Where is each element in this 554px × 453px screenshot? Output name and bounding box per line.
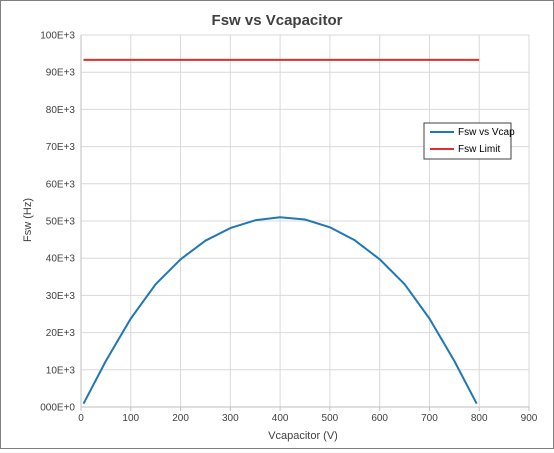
legend-box <box>423 122 512 160</box>
grid-lines <box>81 34 530 407</box>
y-tick-label: 100E+3 <box>40 31 75 42</box>
y-tick-label: 70E+3 <box>46 142 76 153</box>
x-tick-label: 900 <box>521 413 538 424</box>
x-axis-label: Vcapacitor (V) <box>268 430 338 442</box>
x-tick-label: 400 <box>272 413 289 424</box>
series-lines <box>82 58 480 405</box>
chart-title: Fsw vs Vcapacitor <box>212 12 343 29</box>
x-tick-label: 300 <box>222 413 239 424</box>
x-tick-label: 700 <box>421 413 438 424</box>
x-tick-label: 0 <box>78 413 84 424</box>
y-axis-label: Fsw (Hz) <box>22 198 34 242</box>
y-tick-label: 40E+3 <box>46 254 76 265</box>
x-tick-label: 600 <box>371 413 388 424</box>
x-tick-label: 100 <box>122 413 139 424</box>
x-tick-label: 500 <box>322 413 339 424</box>
y-tick-label: 20E+3 <box>46 328 76 339</box>
y-tick-label: 60E+3 <box>46 179 76 190</box>
x-tick-label: 800 <box>471 413 488 424</box>
legend-label-fsw-limit: Fsw Limit <box>458 144 500 155</box>
y-tick-label: 10E+3 <box>46 365 76 376</box>
series-line-fsw-vs-vcap <box>82 216 478 405</box>
y-tick-label: 30E+3 <box>46 291 76 302</box>
legend: Fsw vs Vcap Fsw Limit <box>423 122 515 160</box>
y-tick-labels: 000E+0 10E+3 20E+3 30E+3 40E+3 50E+3 60E+3 70E+… <box>40 31 75 414</box>
y-tick-label: 90E+3 <box>46 68 76 79</box>
y-tick-label: 50E+3 <box>46 217 76 228</box>
legend-label-fsw-vs-vcap: Fsw vs Vcap <box>458 127 515 138</box>
axes <box>80 35 530 411</box>
x-tick-labels: 0 100 200 300 400 500 600 700 800 900 <box>78 413 538 424</box>
x-tick-label: 200 <box>172 413 189 424</box>
y-tick-label: 80E+3 <box>46 105 76 116</box>
y-tick-label: 000E+0 <box>40 403 75 414</box>
